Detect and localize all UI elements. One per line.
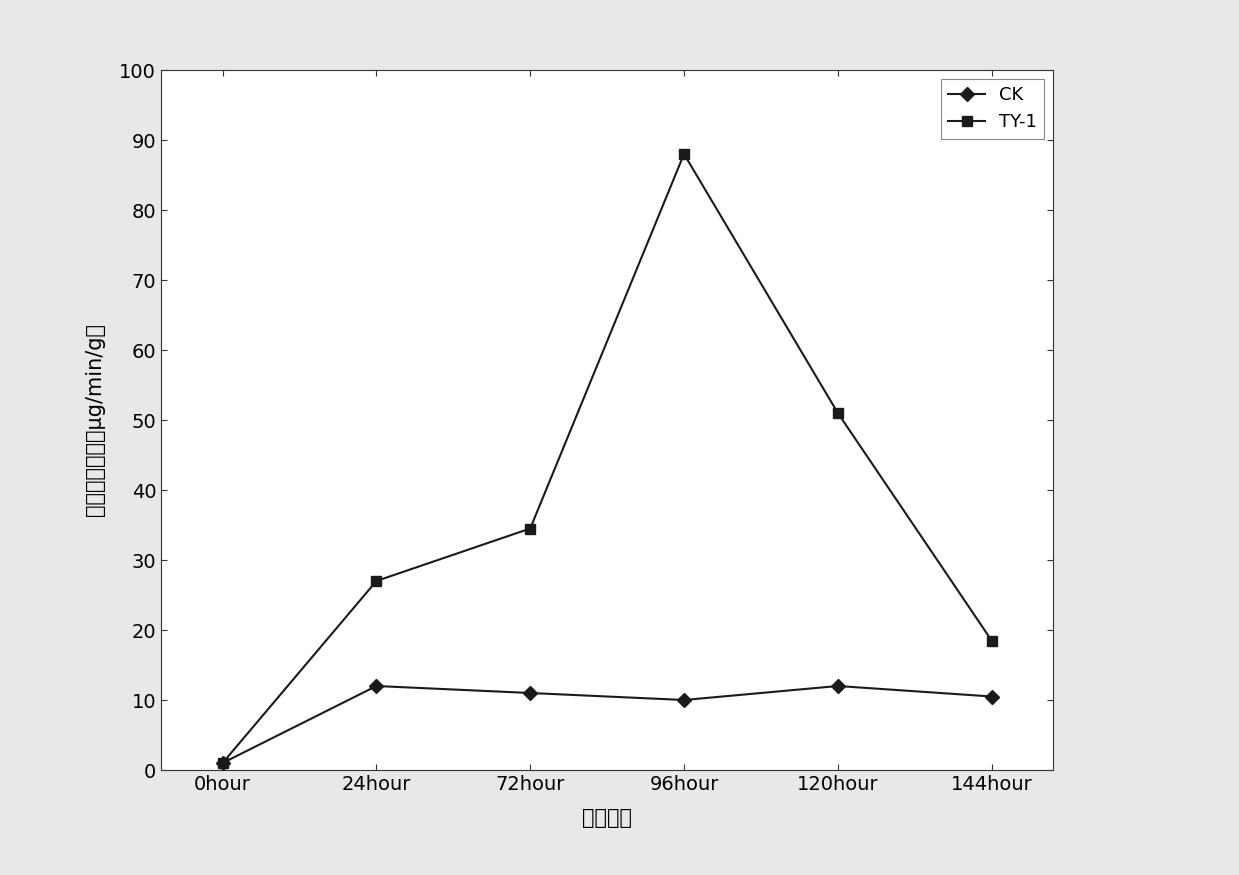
Legend: CK, TY-1: CK, TY-1 — [942, 79, 1044, 138]
CK — [984, 691, 999, 702]
CK — [216, 758, 230, 768]
Y-axis label: 纤维素酶含量（μg/min/g）: 纤维素酶含量（μg/min/g） — [85, 324, 105, 516]
TY-1 — [830, 408, 845, 418]
Line: TY-1: TY-1 — [218, 149, 996, 768]
TY-1 — [676, 149, 691, 159]
X-axis label: 发酵时间: 发酵时间 — [582, 808, 632, 828]
TY-1 — [216, 758, 230, 768]
CK — [676, 695, 691, 705]
TY-1 — [984, 635, 999, 646]
Line: CK: CK — [218, 681, 996, 768]
CK — [830, 681, 845, 691]
TY-1 — [369, 576, 384, 586]
CK — [523, 688, 538, 698]
CK — [369, 681, 384, 691]
TY-1 — [523, 523, 538, 534]
